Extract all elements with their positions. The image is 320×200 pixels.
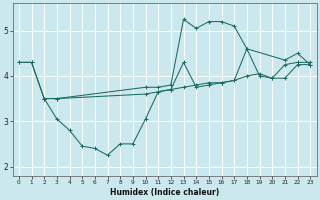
- X-axis label: Humidex (Indice chaleur): Humidex (Indice chaleur): [110, 188, 219, 197]
